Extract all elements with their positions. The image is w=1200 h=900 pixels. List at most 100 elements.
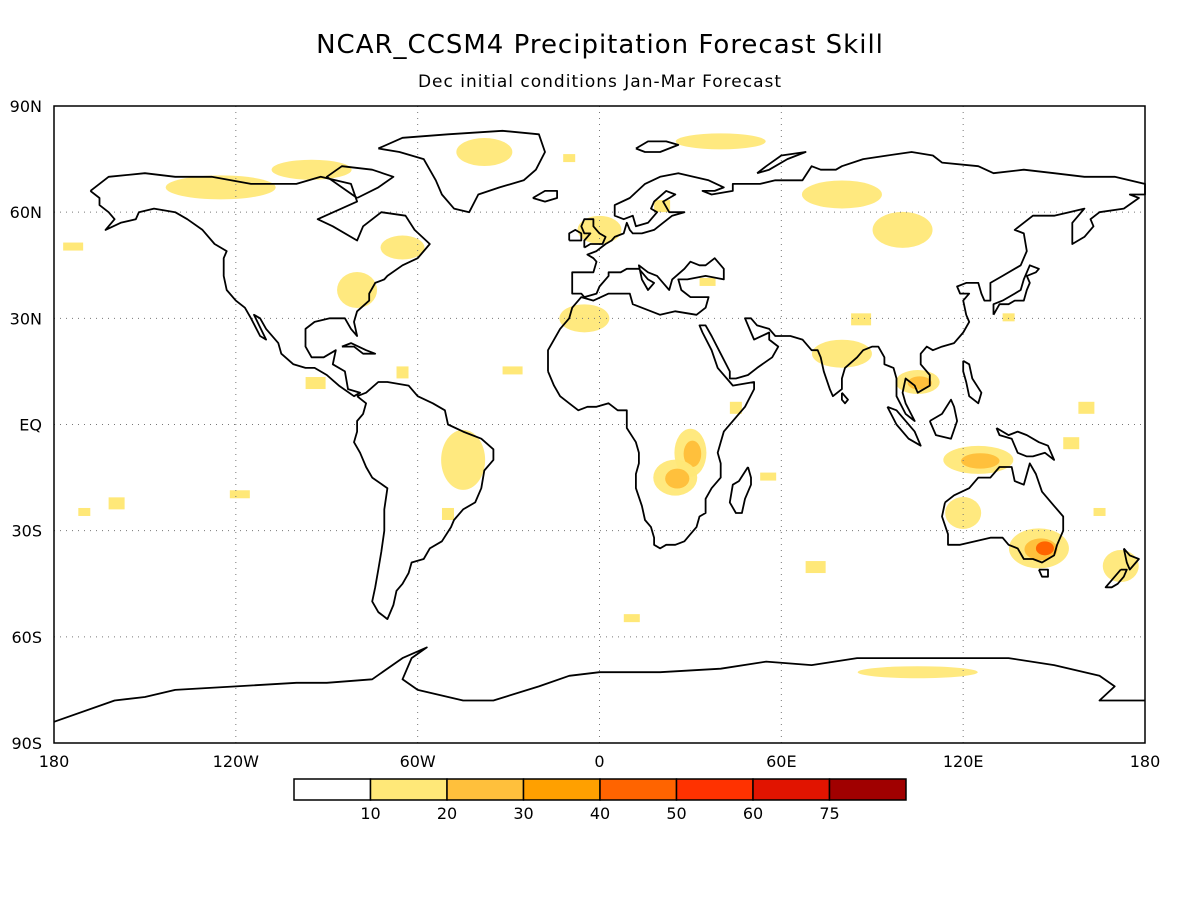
skill-speckle	[851, 313, 872, 326]
coastline-sri-lanka	[841, 392, 849, 405]
colorbar-label: 30	[513, 804, 533, 823]
skill-region-barents-sea	[675, 133, 766, 150]
colorbar-box	[599, 778, 678, 801]
latitude-labels: 90N 60N 30N EQ 30S 60S 90S	[10, 97, 42, 753]
colorbar-box	[752, 778, 831, 801]
chart-subtitle: Dec initial conditions Jan-Mar Forecast	[418, 72, 782, 92]
skill-speckle	[229, 490, 250, 499]
grid-lines	[54, 106, 1145, 743]
longitude-label: 180	[1130, 752, 1161, 771]
latitude-label: 30S	[11, 522, 42, 541]
skill-speckle	[699, 277, 716, 286]
skill-region-siberia	[801, 180, 882, 209]
coastline-africa-eurasia	[547, 151, 1146, 550]
colorbar-label: 40	[590, 804, 610, 823]
longitude-label: 120W	[213, 752, 260, 771]
longitude-label: 60E	[766, 752, 796, 771]
coastline-borneo	[928, 398, 958, 440]
skill-speckle	[305, 377, 326, 390]
skill-speckle	[760, 472, 777, 481]
latitude-label: 30N	[10, 309, 42, 328]
latitude-label: 60N	[10, 203, 42, 222]
coastline-greenland	[377, 129, 546, 214]
longitude-labels: 180 120W 60W 0 60E 120E 180	[39, 752, 1161, 771]
colorbar-box	[522, 778, 601, 801]
coastline-japan	[992, 264, 1040, 316]
skill-speckle	[441, 507, 454, 520]
colorbar-label: 60	[743, 804, 763, 823]
skill-region-central-asia	[872, 211, 933, 248]
colorbar-boxes	[293, 778, 907, 801]
skill-region-greenland	[456, 138, 513, 167]
longitude-label: 180	[39, 752, 70, 771]
coastline-novaya-zemlya	[756, 151, 807, 175]
skill-region-sahara	[559, 304, 610, 333]
skill-region-alaska-n-canada	[165, 175, 276, 200]
colorbar-label: 20	[437, 804, 457, 823]
longitude-label: 120E	[943, 752, 984, 771]
colorbar-label: 10	[360, 804, 380, 823]
skill-speckle	[563, 154, 576, 163]
skill-speckle	[1063, 437, 1080, 450]
colorbar-labels: 10 20 30 40 50 60 75	[360, 804, 839, 823]
coastline-philippines	[962, 360, 983, 405]
coastline-tasmania	[1038, 568, 1049, 578]
skill-speckle	[729, 401, 742, 414]
coastline-antarctica	[53, 646, 1145, 723]
coastline-cuba	[341, 342, 377, 355]
coastline-new-zealand-n	[1122, 547, 1140, 571]
coastline-baffin	[325, 165, 395, 199]
latitude-label: 90S	[11, 734, 42, 753]
skill-region-brazil	[441, 429, 486, 490]
skill-region-southern-africa	[653, 459, 698, 496]
latitude-label: 60S	[11, 628, 42, 647]
colorbar-label: 75	[819, 804, 839, 823]
skill-speckle	[63, 242, 84, 251]
skill-speckle	[108, 497, 125, 510]
longitude-label: 0	[594, 752, 604, 771]
colorbar-box	[828, 778, 907, 801]
latitude-label: EQ	[19, 416, 42, 435]
colorbar-label: 50	[666, 804, 686, 823]
map-frame	[53, 105, 1146, 744]
skill-region-south-asia	[811, 339, 872, 368]
coastline-south-america	[353, 381, 495, 620]
colorbar: 10 20 30 40 50 60 75	[293, 778, 907, 823]
skill-region-canadian-arctic	[271, 159, 352, 180]
coastlines	[53, 129, 1146, 723]
skill-region-western-australia	[945, 496, 982, 529]
coastline-iceland	[532, 190, 558, 203]
coastline-sumatra	[886, 405, 922, 447]
coastline-ireland	[568, 229, 583, 242]
skill-region-e-usa	[337, 272, 378, 309]
skill-speckle	[1093, 507, 1106, 516]
skill-speckle	[396, 366, 409, 379]
coastline-great-britain	[580, 218, 607, 249]
skill-region-maritime-continent	[943, 445, 1014, 474]
colorbar-box	[369, 778, 448, 801]
coastline-australia	[941, 462, 1065, 564]
skill-region-new-zealand	[1102, 550, 1139, 583]
colorbar-box	[675, 778, 754, 801]
longitude-label: 60W	[400, 752, 436, 771]
skill-region-southern-ocean	[857, 666, 978, 679]
skill-region-e-canada	[380, 235, 425, 260]
coastline-north-america	[89, 172, 431, 398]
coastline-madagascar	[728, 466, 752, 514]
skill-speckle	[78, 507, 91, 516]
skill-speckle	[654, 200, 671, 213]
colorbar-box	[293, 778, 372, 801]
latitude-label: 90N	[10, 97, 42, 116]
chart-title: NCAR_CCSM4 Precipitation Forecast Skill	[316, 30, 884, 60]
coastline-new-guinea	[995, 427, 1055, 461]
coastline-new-zealand-s	[1104, 568, 1128, 589]
colorbar-box	[446, 778, 525, 801]
skill-speckle	[1002, 313, 1015, 322]
skill-speckle	[805, 561, 826, 574]
skill-speckle	[1078, 401, 1095, 414]
coastline-svalbard	[635, 140, 680, 153]
skill-region-indochina	[895, 370, 940, 395]
skill-speckle	[502, 366, 523, 375]
